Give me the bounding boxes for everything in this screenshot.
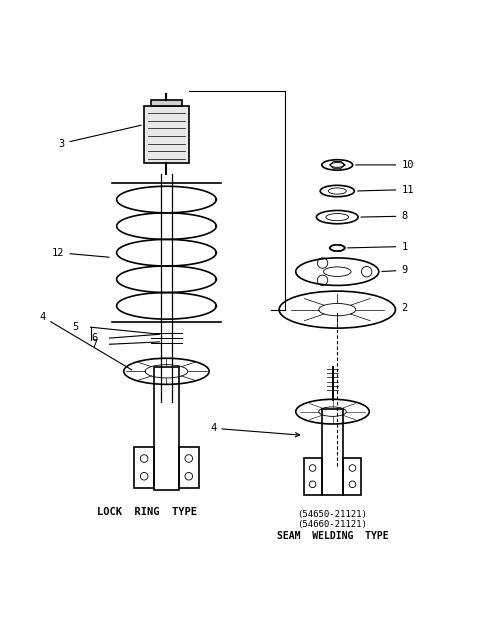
Text: SEAM  WELDING  TYPE: SEAM WELDING TYPE: [276, 531, 388, 541]
Text: 6: 6: [91, 333, 97, 343]
Text: 4: 4: [39, 312, 132, 370]
Text: (54650-21121): (54650-21121): [298, 510, 368, 519]
Text: 12: 12: [52, 248, 109, 258]
Bar: [151, 100, 182, 105]
Text: 2: 2: [396, 303, 408, 313]
Bar: [343, 457, 361, 495]
Text: 1: 1: [348, 241, 408, 251]
Text: 9: 9: [382, 265, 408, 275]
Bar: [322, 409, 343, 495]
Text: 5: 5: [72, 322, 79, 332]
Text: 8: 8: [361, 211, 408, 221]
Bar: [303, 457, 322, 495]
Bar: [179, 447, 199, 487]
Bar: [134, 447, 154, 487]
Bar: [144, 105, 189, 162]
Text: (54660-21121): (54660-21121): [298, 520, 368, 529]
Text: 10: 10: [356, 160, 414, 170]
Text: 7: 7: [91, 339, 97, 349]
Text: 11: 11: [358, 185, 414, 195]
Text: LOCK  RING  TYPE: LOCK RING TYPE: [97, 507, 197, 517]
Bar: [154, 366, 179, 490]
Text: 4: 4: [210, 423, 300, 437]
Text: 3: 3: [58, 125, 141, 149]
